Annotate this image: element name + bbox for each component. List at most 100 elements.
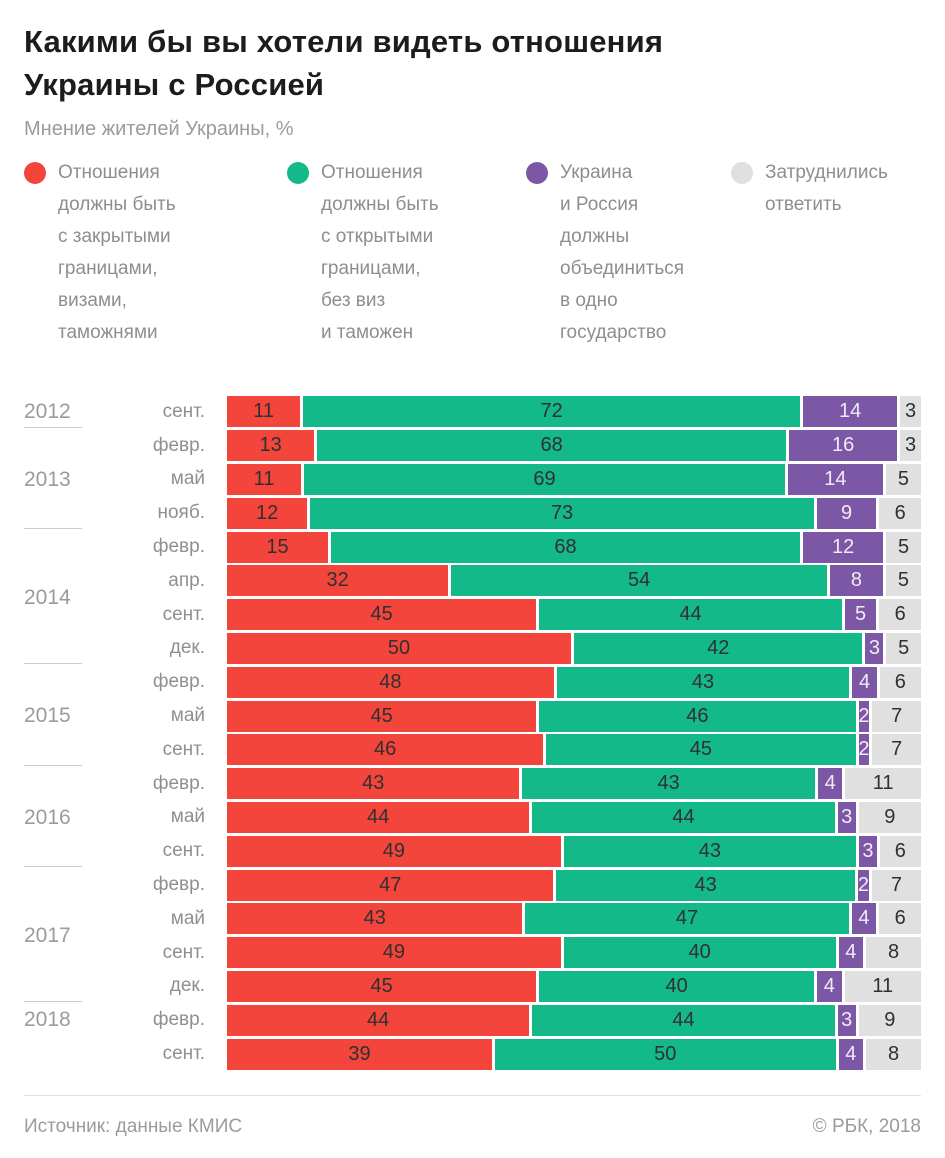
year-label: 2014	[24, 585, 71, 609]
bar-segment-open-borders: 44	[532, 1004, 838, 1036]
bar-segment-open-borders: 44	[539, 599, 845, 631]
chart-row: нояб. 12 73 9 6	[24, 496, 921, 530]
bar-segment-closed-borders: 13	[227, 430, 318, 462]
legend-item-open-borders: Отношения должны быть с открытыми границ…	[287, 157, 526, 349]
bar-segment-closed-borders: 48	[227, 666, 557, 698]
bar-value: 43	[363, 907, 386, 930]
green-dot-icon	[287, 162, 309, 184]
bar-segment-unification: 5	[844, 599, 880, 631]
bar-segment-open-borders: 45	[546, 734, 859, 766]
page-title-line-1: Какими бы вы хотели видеть отношения	[24, 24, 664, 59]
bar-value: 4	[845, 941, 857, 964]
chart-row: сент. 45 44 5 6	[24, 598, 921, 632]
bar-value: 43	[694, 873, 717, 896]
bar-value: 45	[689, 738, 712, 761]
row-month-label: май	[170, 907, 205, 929]
bar: 49 43 3 6	[227, 835, 921, 867]
row-month-label: нояб.	[157, 502, 205, 524]
bar-value: 50	[387, 636, 411, 659]
bar-value: 45	[370, 704, 393, 727]
bar-segment-undecided: 7	[872, 700, 921, 732]
bar: 45 40 4 11	[227, 970, 921, 1002]
bar-segment-closed-borders: 49	[227, 835, 564, 867]
bar-segment-closed-borders: 11	[227, 463, 305, 495]
bar: 50 42 3 5	[227, 632, 921, 664]
chart-row: май 44 44 3 9	[24, 801, 921, 835]
bar: 43 43 4 11	[227, 768, 921, 800]
row-month-label: сент.	[162, 840, 205, 862]
gray-dot-icon	[731, 162, 753, 184]
bar-value: 44	[367, 1008, 390, 1031]
year-tick	[24, 663, 82, 665]
legend-label: Отношения должны быть с закрытыми границ…	[58, 162, 176, 343]
bar-segment-open-borders: 72	[303, 396, 803, 428]
bar-value: 46	[686, 704, 709, 727]
bar-segment-open-borders: 40	[539, 970, 817, 1002]
bar: 44 44 3 9	[227, 801, 921, 833]
bar-segment-open-borders: 68	[317, 430, 790, 462]
bar-value: 3	[868, 636, 880, 659]
bar-value: 7	[891, 704, 903, 727]
bar-value: 3	[905, 400, 917, 423]
row-month-label: февр.	[152, 874, 205, 896]
chart-row: февр. 13 68 16 3	[24, 429, 921, 463]
bar-value: 9	[884, 1008, 896, 1031]
bar-segment-open-borders: 46	[539, 700, 859, 732]
copyright: © РБК, 2018	[812, 1115, 921, 1137]
bar-value: 11	[872, 772, 894, 795]
bar-value: 8	[887, 1042, 900, 1065]
bar-value: 11	[253, 400, 275, 423]
bar-segment-open-borders: 73	[310, 497, 817, 529]
row-month-label: апр.	[168, 569, 205, 591]
bar-value: 4	[858, 907, 870, 930]
bar-value: 3	[841, 805, 853, 828]
year-label: 2015	[24, 704, 71, 728]
year-label: 2016	[24, 805, 71, 829]
bar-segment-closed-borders: 43	[227, 768, 523, 800]
bar-segment-unification: 2	[858, 869, 872, 901]
bar-value: 12	[832, 535, 855, 558]
bar-value: 73	[550, 501, 574, 524]
bar: 12 73 9 6	[227, 497, 921, 529]
bar-segment-undecided: 7	[871, 869, 921, 901]
red-dot-icon	[24, 162, 46, 184]
row-month-label: май	[170, 806, 205, 828]
bar-value: 5	[897, 569, 909, 592]
bar-segment-unification: 8	[829, 565, 886, 597]
bar-segment-undecided: 5	[886, 632, 921, 664]
bar-value: 11	[872, 974, 894, 997]
bar: 11 69 14 5	[227, 463, 921, 495]
year-label: 2018	[24, 1008, 71, 1032]
chart-row: дек. 50 42 3 5	[24, 632, 921, 666]
bar-value: 7	[890, 873, 902, 896]
bar-value: 39	[348, 1042, 371, 1065]
legend-label: Отношения должны быть с открытыми границ…	[321, 162, 439, 343]
bar-segment-unification: 4	[838, 937, 867, 969]
bar-segment-closed-borders: 46	[227, 734, 547, 766]
bar-segment-unification: 14	[803, 396, 901, 428]
stacked-bar-chart: 2012 2013 2014 2015 2016 2017 2018 сент. 11 72 14…	[24, 395, 921, 1071]
bar-value: 49	[382, 941, 405, 964]
bar-segment-closed-borders: 45	[227, 700, 540, 732]
year-tick	[24, 866, 82, 868]
bar-segment-open-borders: 44	[532, 801, 838, 833]
bar-segment-open-borders: 68	[331, 531, 803, 563]
bar-value: 15	[266, 535, 289, 558]
bar-segment-open-borders: 42	[574, 632, 866, 664]
footer: Источник: данные КМИС © РБК, 2018	[24, 1096, 921, 1138]
bar-segment-undecided: 11	[844, 970, 921, 1002]
bar-value: 46	[373, 738, 397, 761]
bar-segment-unification: 9	[816, 497, 880, 529]
bar: 45 44 5 6	[227, 599, 921, 631]
chart-row: май 11 69 14 5	[24, 463, 921, 497]
bar-value: 3	[905, 434, 917, 457]
bar-segment-open-borders: 54	[451, 565, 830, 597]
row-month-label: февр.	[152, 671, 205, 693]
bar-value: 69	[533, 467, 556, 490]
year-label: 2017	[24, 923, 71, 947]
page-title-line-2: Украины с Россией	[24, 67, 325, 102]
row-month-label: сент.	[162, 603, 205, 625]
bar: 48 43 4 6	[227, 666, 921, 698]
bar-value: 2	[858, 738, 870, 761]
